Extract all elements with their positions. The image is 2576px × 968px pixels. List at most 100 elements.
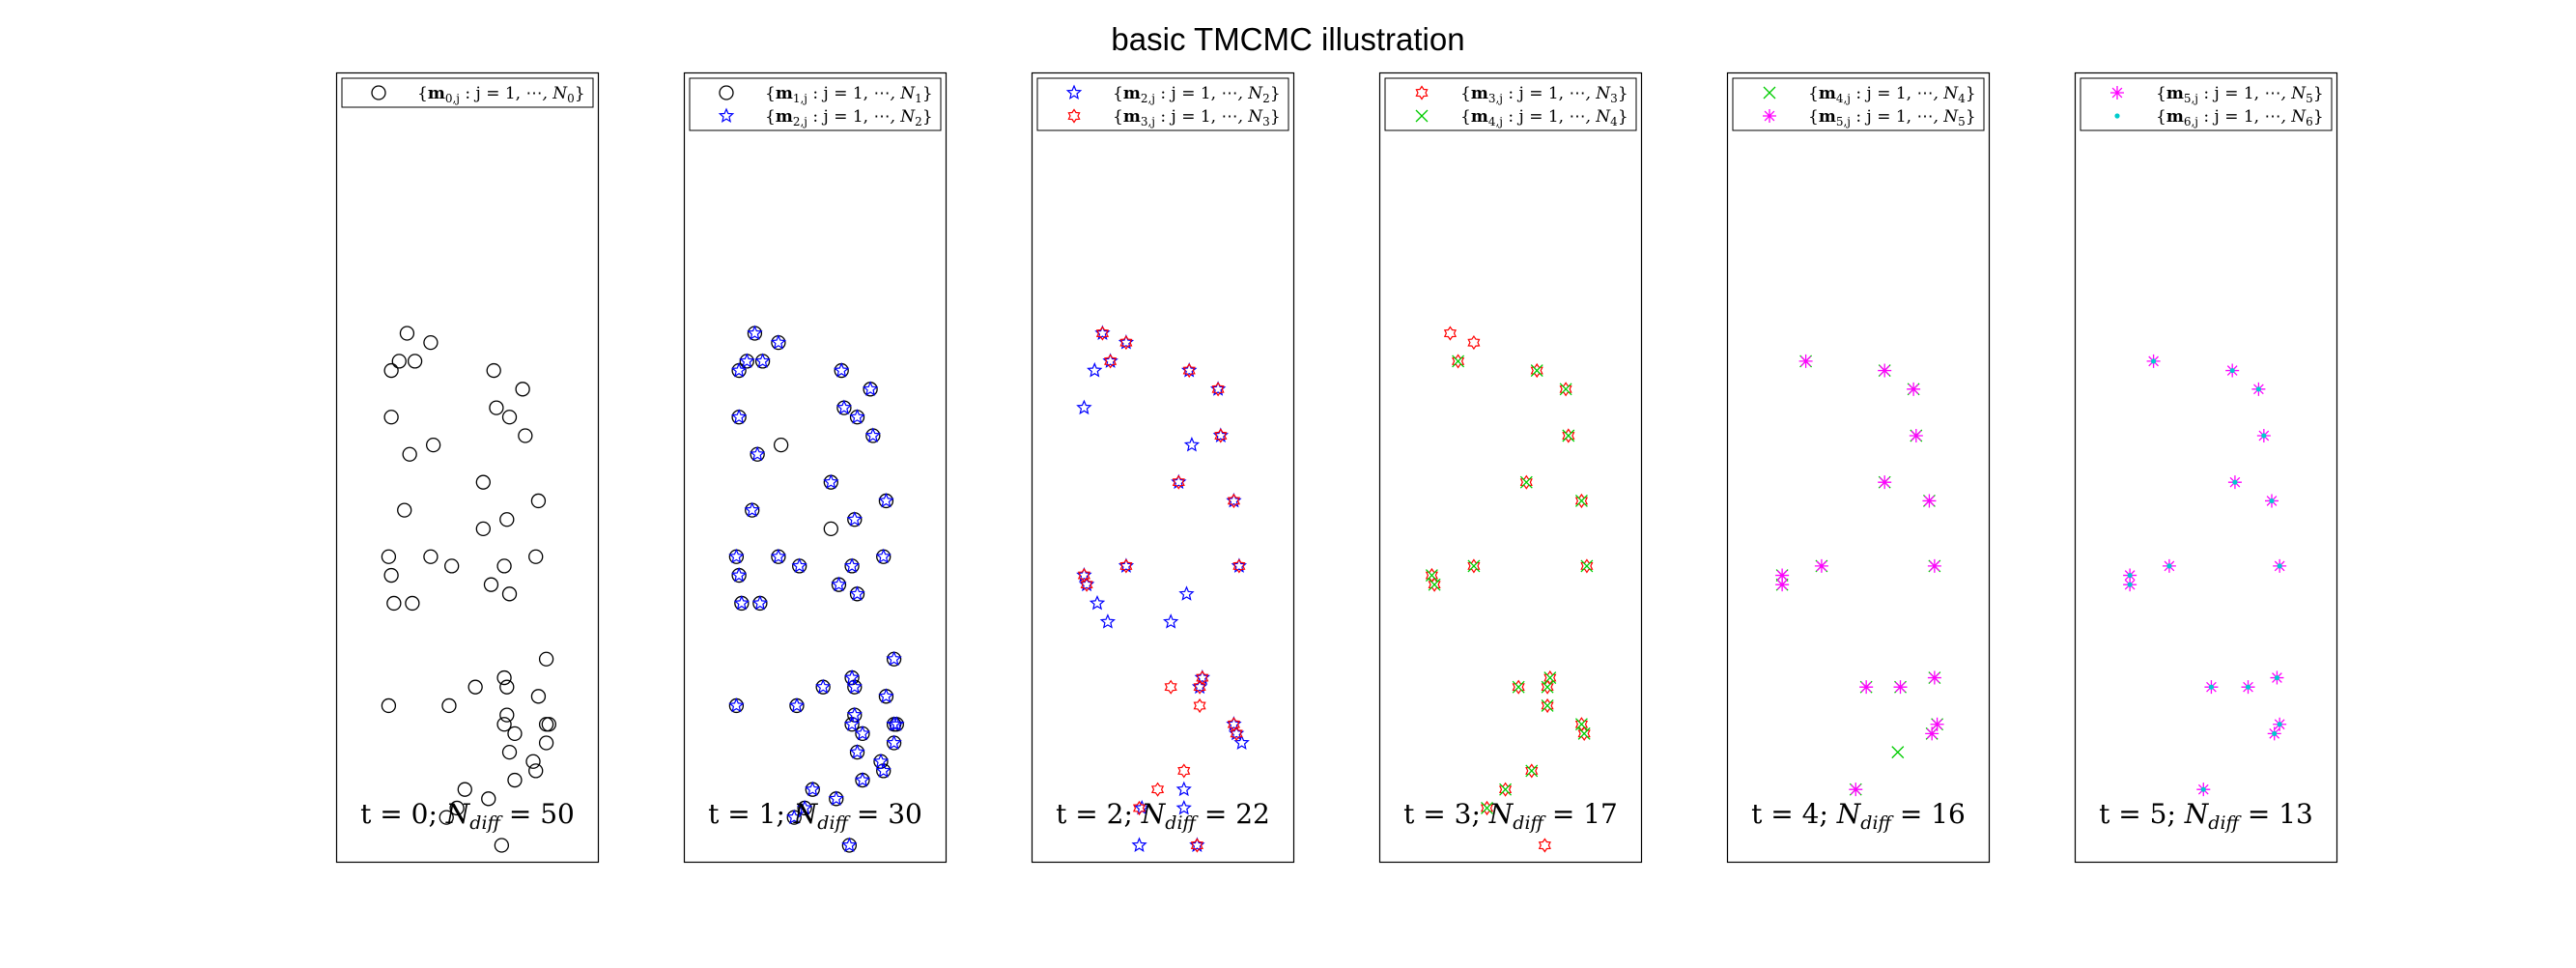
data-point xyxy=(1452,355,1465,368)
legend-marker xyxy=(371,85,386,100)
data-point xyxy=(1577,726,1591,740)
data-point xyxy=(1211,382,1225,397)
data-point xyxy=(386,595,402,612)
data-point xyxy=(1467,335,1481,351)
data-point xyxy=(2127,572,2133,579)
data-point xyxy=(496,717,512,732)
data-point xyxy=(2127,582,2133,587)
data-point xyxy=(2269,498,2275,504)
data-point xyxy=(875,548,892,564)
scatter-points xyxy=(1425,326,1594,853)
data-point xyxy=(1150,782,1165,797)
data-point xyxy=(1164,679,1177,695)
panel-t2: {m2,j : j = 1, ⋯, N2}{m3,j : j = 1, ⋯, N… xyxy=(1031,71,1295,864)
data-point xyxy=(747,325,763,340)
data-point xyxy=(1119,558,1133,574)
data-point xyxy=(1538,838,1551,853)
series-1 xyxy=(1425,355,1594,814)
data-point xyxy=(841,837,858,852)
data-point xyxy=(423,334,439,351)
data-point xyxy=(402,446,417,462)
data-point xyxy=(823,521,838,537)
data-point xyxy=(1519,474,1533,490)
data-point xyxy=(1878,363,1892,378)
data-point xyxy=(1104,354,1118,369)
data-point xyxy=(1177,763,1191,779)
legend-label: {m6,j : j = 1, ⋯, N6} xyxy=(2156,107,2324,128)
data-point xyxy=(770,548,787,564)
legend: {m2,j : j = 1, ⋯, N2}{m3,j : j = 1, ⋯, N… xyxy=(1036,77,1289,131)
legend-label: {m5,j : j = 1, ⋯, N5} xyxy=(2156,84,2324,105)
data-point xyxy=(1080,577,1093,592)
data-point xyxy=(1172,474,1185,490)
data-point xyxy=(728,697,745,713)
data-point xyxy=(2261,433,2267,439)
legend-marker xyxy=(1763,109,1776,123)
data-point xyxy=(425,437,441,453)
data-point xyxy=(878,492,894,508)
data-point xyxy=(1099,613,1116,629)
panel-label: t = 4; Ndiff = 16 xyxy=(1751,798,1966,834)
data-point xyxy=(846,678,863,695)
data-point xyxy=(863,381,879,396)
legend-marker xyxy=(1415,85,1429,100)
data-point xyxy=(875,762,892,778)
data-point xyxy=(1183,437,1201,452)
data-point xyxy=(843,716,861,731)
data-point xyxy=(1443,326,1458,341)
data-point xyxy=(833,361,850,378)
data-point xyxy=(383,567,399,584)
data-point xyxy=(541,717,556,732)
legend: {m5,j : j = 1, ⋯, N5}{m6,j : j = 1, ⋯, N… xyxy=(2080,77,2333,131)
data-point xyxy=(518,428,533,443)
data-point xyxy=(846,511,863,527)
data-point xyxy=(2277,563,2282,569)
legend-marker xyxy=(1065,84,1083,100)
data-point xyxy=(831,576,847,592)
data-point xyxy=(2200,786,2206,792)
data-point xyxy=(1798,354,1813,368)
data-point xyxy=(383,362,399,379)
data-point xyxy=(1480,800,1494,816)
scatter-points xyxy=(381,326,556,853)
data-point xyxy=(788,697,806,713)
legend: {m3,j : j = 1, ⋯, N3}{m4,j : j = 1, ⋯, N… xyxy=(1384,77,1637,131)
legend-marker xyxy=(2114,113,2120,119)
data-point xyxy=(486,362,501,379)
panel-label: t = 1; Ndiff = 30 xyxy=(708,798,922,834)
data-point xyxy=(1580,558,1594,574)
legend-label: {m3,j : j = 1, ⋯, N3} xyxy=(1113,107,1281,128)
data-point xyxy=(1425,569,1438,583)
series-0 xyxy=(381,326,556,853)
data-point xyxy=(489,400,504,415)
data-point xyxy=(889,716,905,731)
data-point xyxy=(749,445,766,462)
legend-marker xyxy=(1415,109,1429,123)
data-point xyxy=(1541,680,1554,694)
data-point xyxy=(1190,838,1203,853)
data-point xyxy=(754,353,771,368)
data-point xyxy=(1119,335,1133,351)
legend-label: {m2,j : j = 1, ⋯, N2} xyxy=(765,107,933,128)
data-point xyxy=(770,334,787,350)
panel-t4: {m4,j : j = 1, ⋯, N4}{m5,j : j = 1, ⋯, N… xyxy=(1726,71,1991,864)
data-point xyxy=(1541,698,1554,714)
data-point xyxy=(1498,782,1513,797)
data-point xyxy=(1930,717,1944,731)
data-point xyxy=(501,410,518,425)
panel-frame xyxy=(335,71,600,864)
scatter-points xyxy=(728,325,905,853)
data-point xyxy=(1878,475,1892,490)
data-point xyxy=(1909,429,1923,442)
data-point xyxy=(1530,364,1543,378)
data-point xyxy=(1193,698,1206,714)
data-point xyxy=(2274,674,2280,681)
data-point xyxy=(405,595,420,612)
legend-marker xyxy=(1763,86,1776,100)
data-point xyxy=(1452,354,1465,369)
legend-label: {m4,j : j = 1, ⋯, N4} xyxy=(1460,107,1628,128)
data-point xyxy=(1193,679,1206,695)
data-point xyxy=(499,512,515,527)
data-point xyxy=(1512,679,1525,695)
data-point xyxy=(1775,568,1790,583)
